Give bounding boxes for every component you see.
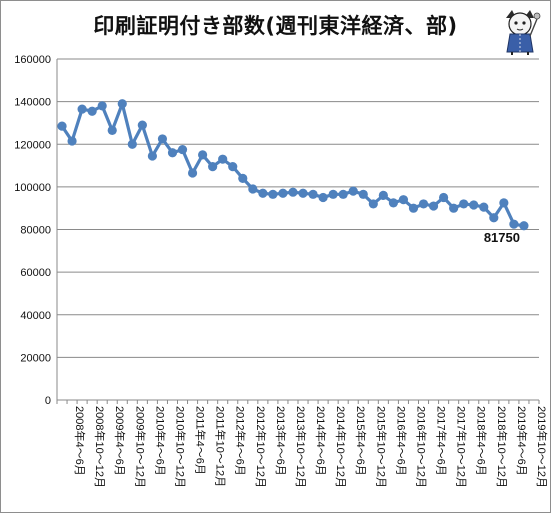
x-axis: 2008年4～6月 2008年10～12月 2009年4～6月 2009年10～12月… [56, 399, 549, 488]
data-point [238, 173, 248, 183]
data-point [147, 151, 157, 161]
y-tick-label: 120000 [14, 139, 51, 151]
data-point [428, 201, 439, 211]
data-point [208, 162, 218, 172]
x-tick-label: 2019年10～12月 [535, 406, 549, 488]
y-tick-label: 0 [45, 395, 51, 407]
x-tick-label: 2013年4～6月 [274, 406, 288, 476]
data-point [519, 221, 529, 231]
data-point [378, 190, 388, 200]
data-point [167, 148, 178, 158]
y-tick-label: 140000 [14, 97, 51, 109]
y-tick-label: 20000 [20, 352, 51, 364]
x-tick-label: 2010年10～12月 [173, 406, 187, 488]
y-tick-label: 80000 [20, 225, 51, 237]
data-point [107, 125, 117, 135]
data-point [308, 189, 318, 199]
y-tick-label: 60000 [20, 267, 51, 279]
x-tick-label: 2009年4～6月 [113, 406, 127, 476]
data-point [77, 104, 87, 114]
x-tick-label: 2016年10～12月 [414, 406, 428, 488]
x-tick-label: 2011年10～12月 [214, 406, 228, 487]
data-point [258, 188, 268, 198]
grid-lines [57, 58, 539, 358]
y-tick-label: 40000 [20, 310, 51, 322]
data-point [398, 195, 409, 205]
data-point [318, 192, 328, 203]
mascot-icon [506, 10, 541, 55]
data-point [57, 121, 67, 131]
mascot-illustration [506, 10, 541, 55]
data-point [67, 136, 77, 146]
data-point [338, 189, 348, 199]
x-tick-label: 2012年4～6月 [234, 406, 248, 476]
data-point [418, 199, 429, 209]
data-point [298, 188, 308, 198]
data-point [288, 187, 298, 197]
data-point [228, 162, 238, 172]
x-tick-label: 2016年4～6月 [394, 406, 408, 476]
data-point [449, 203, 459, 213]
x-tick-label: 2014年4～6月 [314, 406, 328, 476]
data-point [127, 139, 137, 149]
y-tick-label: 160000 [14, 54, 51, 66]
annotations: 81750 [484, 230, 520, 245]
data-point [388, 198, 398, 208]
x-tick-label: 2013年10～12月 [294, 406, 308, 488]
y-tick-label: 100000 [14, 182, 51, 194]
x-tick-label: 2017年10～12月 [455, 406, 469, 488]
data-point [489, 213, 499, 223]
data-point [157, 134, 168, 144]
data-point [499, 198, 509, 208]
data-point [328, 189, 338, 199]
x-tick-label: 2008年10～12月 [93, 406, 107, 488]
data-point [87, 106, 97, 116]
data-point [469, 200, 479, 210]
data-point [278, 188, 288, 198]
data-point [218, 154, 228, 164]
data-point [358, 189, 368, 199]
data-label: 81750 [484, 230, 520, 245]
x-tick-label: 2018年10～12月 [495, 406, 509, 488]
x-tick-label: 2009年10～12月 [133, 406, 147, 488]
data-point [368, 199, 378, 209]
x-tick-label: 2015年4～6月 [354, 406, 368, 476]
data-point [348, 186, 358, 196]
chart-title: 印刷証明付き部数(週刊東洋経済、部) [93, 14, 458, 38]
data-point [439, 192, 449, 203]
data-point [137, 120, 147, 130]
x-tick-label: 2012年10～12月 [254, 406, 268, 488]
x-tick-label: 2015年10～12月 [374, 406, 388, 488]
x-tick-label: 2018年4～6月 [475, 406, 489, 476]
data-point [117, 99, 127, 109]
data-point [459, 199, 469, 209]
y-axis: 0 20000 40000 60000 80000 100000 120000 140000 1… [14, 54, 58, 407]
data-point [268, 189, 278, 199]
data-point [177, 144, 188, 155]
x-tick-label: 2008年4～6月 [73, 406, 87, 476]
x-tick-label: 2011年4～6月 [194, 406, 208, 475]
x-tick-label: 2010年4～6月 [153, 406, 167, 476]
data-point [408, 203, 419, 213]
x-tick-label: 2017年4～6月 [435, 406, 449, 476]
data-point [187, 168, 198, 178]
data-point [97, 101, 107, 111]
data-point [509, 219, 519, 229]
data-series [57, 99, 529, 231]
data-point [479, 202, 489, 212]
x-tick-label: 2014年10～12月 [334, 406, 348, 488]
x-tick-label: 2019年4～6月 [515, 406, 529, 476]
data-point [198, 150, 208, 160]
data-point [248, 184, 258, 194]
